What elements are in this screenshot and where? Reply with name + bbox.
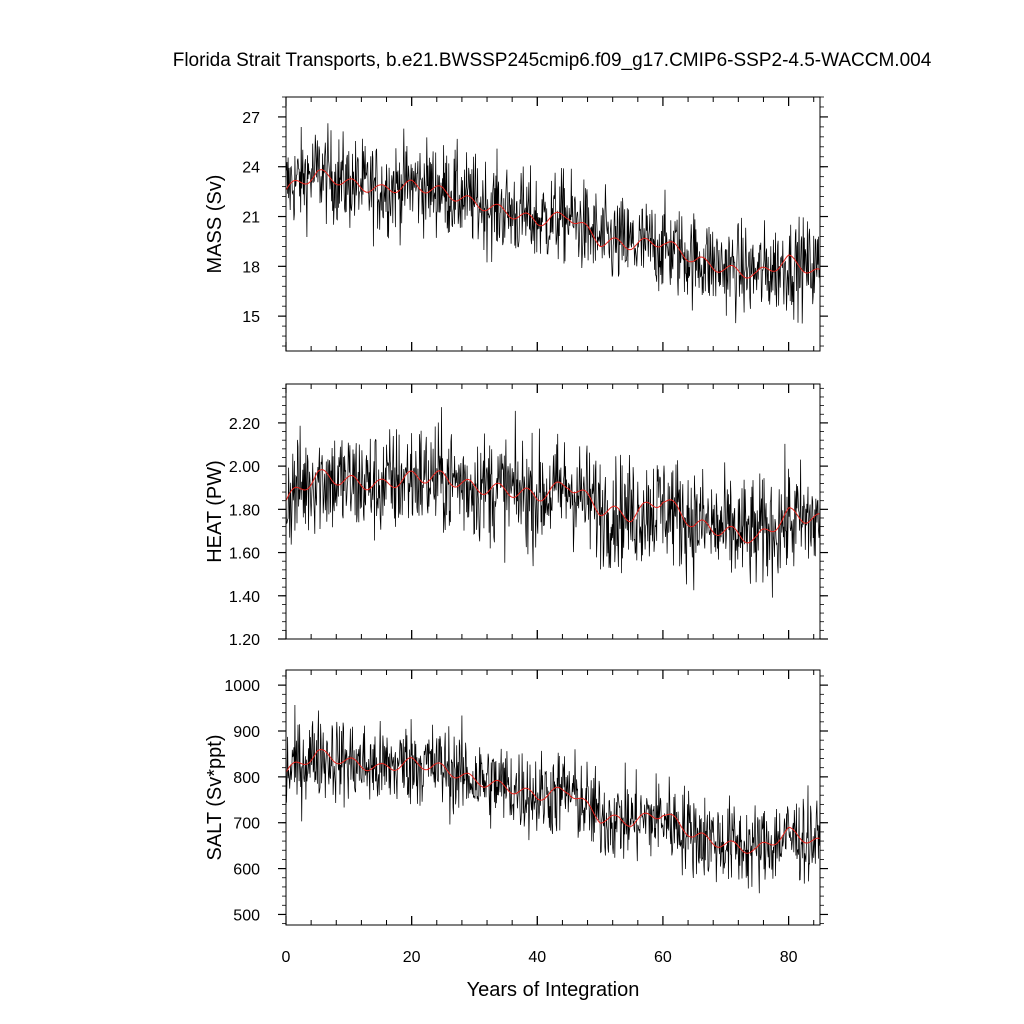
x-tick-label: 20 [403, 949, 421, 966]
annual-mean-line [286, 169, 820, 279]
x-tick-label: 60 [654, 949, 672, 966]
y-tick-label: 1.80 [229, 502, 260, 519]
y-tick-label: 2.20 [229, 416, 260, 433]
annual-mean-line [286, 748, 820, 854]
y-axis-label: HEAT (PW) [204, 460, 226, 563]
chart-title: Florida Strait Transports, b.e21.BWSSP24… [173, 50, 932, 71]
y-tick-label: 18 [242, 259, 260, 276]
y-tick-label: 21 [242, 210, 260, 227]
x-tick-label: 40 [528, 949, 546, 966]
plot-frame [285, 669, 821, 926]
monthly-series-line [286, 407, 820, 598]
y-tick-label: 15 [242, 309, 260, 326]
panel-salt: 0 20 40 60 80 500 600 700 800 900 1000 SALT (Sv*ppt… [204, 669, 828, 966]
y-tick-label: 800 [233, 770, 260, 787]
panel-mass: 15 18 21 24 27 MASS (Sv) [204, 96, 828, 352]
y-tick-label: 900 [233, 724, 260, 741]
y-tick-label: 500 [233, 907, 260, 924]
monthly-series-line [286, 704, 820, 894]
monthly-series-line [286, 123, 820, 324]
y-axis-label: MASS (Sv) [204, 175, 226, 274]
y-tick-label: 700 [233, 816, 260, 833]
y-tick-label: 27 [242, 110, 260, 127]
y-tick-label: 1.40 [229, 589, 260, 606]
y-tick-label: 1000 [224, 678, 260, 695]
y-tick-label: 1.60 [229, 546, 260, 563]
x-tick-label: 80 [780, 949, 798, 966]
plot-frame [285, 96, 821, 352]
x-axis-label: Years of Integration [467, 979, 640, 1001]
annual-mean-line [286, 469, 820, 544]
plot-frame [285, 383, 821, 640]
y-tick-label: 1.20 [229, 632, 260, 649]
y-tick-label: 600 [233, 862, 260, 879]
x-tick-label: 0 [282, 949, 291, 966]
panel-heat: 1.20 1.40 1.60 1.80 2.00 2.20 HEAT (PW) [204, 383, 828, 649]
y-axis-label: SALT (Sv*ppt) [204, 735, 226, 861]
y-tick-label: 2.00 [229, 459, 260, 476]
y-tick-label: 24 [242, 160, 260, 177]
